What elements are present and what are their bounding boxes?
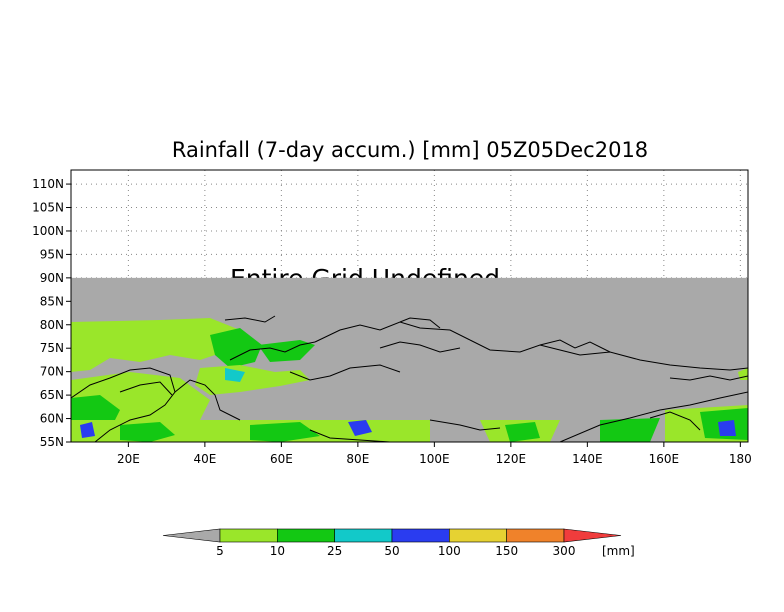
- rain-patch-blue: [348, 420, 372, 436]
- x-tick-label: 60E: [270, 452, 293, 466]
- legend-label: 5: [216, 544, 224, 558]
- map-field: Entire Grid Undefined: [71, 170, 748, 442]
- rain-patch-green: [250, 422, 320, 442]
- rain-patch-green: [210, 328, 262, 368]
- x-tick-label: 180: [729, 452, 752, 466]
- rain-patch-green: [195, 365, 310, 395]
- color-legend: 5 10 25 50 100 150 300: [162, 528, 622, 558]
- longitude-axis: 20E 40E 60E 80E 100E 120E 140E 160E 180: [117, 442, 752, 466]
- legend-label: 300: [553, 544, 576, 558]
- x-tick-label: 120E: [496, 452, 527, 466]
- legend-label: 50: [384, 544, 399, 558]
- y-tick-label: 55N: [40, 435, 64, 449]
- rain-patch-green: [120, 422, 175, 442]
- rain-patch-cyan: [225, 368, 245, 382]
- y-tick-label: 85N: [40, 294, 64, 308]
- precipitation-patches: [71, 318, 748, 442]
- legend-swatch: [277, 528, 335, 543]
- legend-swatch: [449, 528, 507, 543]
- y-tick-label: 60N: [40, 412, 64, 426]
- map-title: Rainfall (7-day accum.) [mm] 05Z05Dec201…: [172, 138, 648, 162]
- x-tick-label: 140E: [572, 452, 603, 466]
- rain-patch-green: [600, 418, 660, 442]
- rain-patch-blue: [80, 422, 95, 438]
- y-tick-label: 80N: [40, 318, 64, 332]
- legend-arrow-low: [162, 528, 221, 543]
- legend-swatch: [506, 528, 565, 543]
- legend-label: 10: [270, 544, 285, 558]
- y-tick-label: 105N: [32, 201, 64, 215]
- legend-unit: [mm]: [602, 544, 635, 558]
- x-tick-label: 80E: [346, 452, 369, 466]
- x-tick-label: 160E: [649, 452, 680, 466]
- legend-arrow-high: [563, 528, 622, 543]
- latitude-axis: 55N 60N 65N 70N 75N 80N 85N 90N 95N 100N 105N 110N: [32, 177, 71, 449]
- y-tick-label: 110N: [32, 177, 64, 191]
- rain-patch-green: [505, 422, 540, 442]
- y-tick-label: 90N: [40, 271, 64, 285]
- legend-swatch: [219, 528, 278, 543]
- rain-patch-green: [71, 318, 240, 372]
- x-tick-label: 20E: [117, 452, 140, 466]
- y-tick-label: 65N: [40, 388, 64, 402]
- coastlines: [71, 315, 748, 442]
- x-tick-label: 40E: [193, 452, 216, 466]
- y-tick-label: 95N: [40, 247, 64, 261]
- legend-label: 100: [438, 544, 461, 558]
- y-tick-label: 75N: [40, 341, 64, 355]
- map-frame: [70, 169, 749, 443]
- y-tick-label: 70N: [40, 365, 64, 379]
- x-tick-label: 100E: [419, 452, 450, 466]
- legend-swatch: [391, 528, 450, 543]
- legend-label: 150: [495, 544, 518, 558]
- legend-label: 25: [327, 544, 342, 558]
- legend-swatch: [334, 528, 393, 543]
- y-tick-label: 100N: [32, 224, 64, 238]
- rain-patch-blue: [718, 420, 736, 436]
